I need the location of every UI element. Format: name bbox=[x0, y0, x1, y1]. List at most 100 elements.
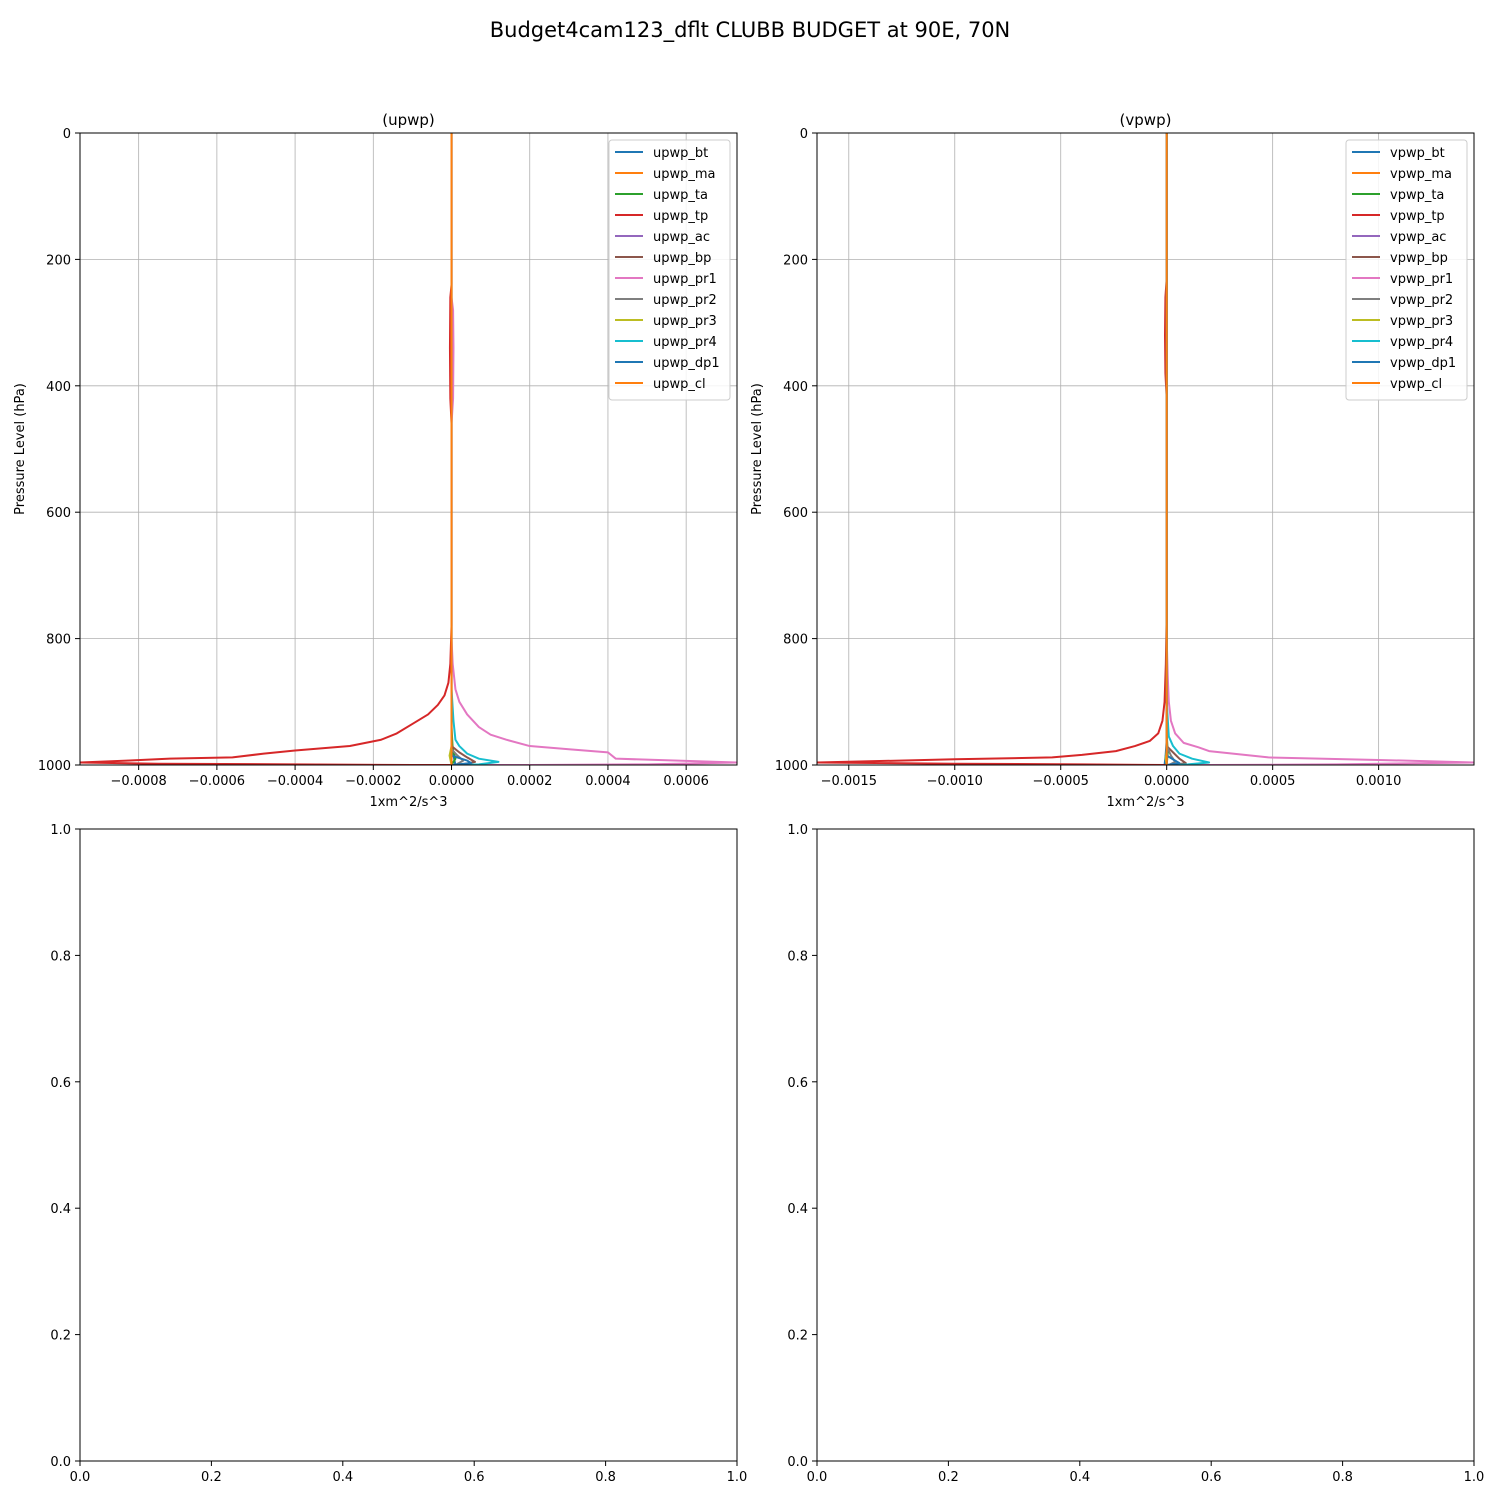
axes-frame bbox=[79, 828, 738, 1462]
legend-label: vpwp_ac bbox=[1390, 230, 1446, 245]
axes-frame bbox=[79, 132, 738, 766]
y-tick-label: 0.6 bbox=[50, 1076, 71, 1091]
x-tick-label: 0.0002 bbox=[507, 774, 553, 789]
y-tick-label: 0.4 bbox=[50, 1202, 71, 1217]
axes-frame bbox=[816, 132, 1475, 766]
x-tick-label: 0.4 bbox=[1069, 1470, 1090, 1485]
y-tick-label: 400 bbox=[46, 380, 71, 395]
y-tick-label: 0.4 bbox=[787, 1202, 808, 1217]
y-tick-label: 600 bbox=[783, 506, 808, 521]
legend-frame bbox=[1345, 139, 1468, 401]
y-tick-label: 0.2 bbox=[50, 1329, 71, 1344]
x-tick-label: 0.8 bbox=[1332, 1470, 1353, 1485]
x-tick-label: −0.0002 bbox=[345, 774, 401, 789]
x-tick-label: 0.0006 bbox=[663, 774, 709, 789]
x-tick-label: 0.4 bbox=[332, 1470, 353, 1485]
figure-suptitle: Budget4cam123_dflt CLUBB BUDGET at 90E, … bbox=[490, 18, 1011, 43]
x-tick-label: 0.6 bbox=[464, 1470, 485, 1485]
legend-label: vpwp_pr2 bbox=[1390, 293, 1453, 308]
series-line-vpwp_tp bbox=[817, 133, 1168, 765]
x-tick-label: 0.0005 bbox=[1250, 774, 1296, 789]
legend-label: upwp_pr3 bbox=[653, 314, 717, 329]
x-tick-label: −0.0010 bbox=[927, 774, 983, 789]
x-tick-label: 0.0010 bbox=[1356, 774, 1402, 789]
y-tick-label: 1000 bbox=[775, 759, 808, 774]
x-tick-label: 0.8 bbox=[595, 1470, 616, 1485]
y-tick-label: 0.0 bbox=[50, 1455, 71, 1470]
legend-label: vpwp_tp bbox=[1390, 209, 1445, 224]
legend-label: upwp_bt bbox=[653, 146, 708, 161]
axes-frame bbox=[816, 828, 1475, 1462]
x-axis-label: 1xm^2/s^3 bbox=[369, 795, 447, 810]
legend: vpwp_bt vpwp_ma vpwp_ta vpwp_tp vpwp_ac vpwp_… bbox=[1345, 139, 1468, 401]
panel-title: (vpwp) bbox=[1120, 111, 1172, 129]
y-tick-label: 0.8 bbox=[50, 949, 71, 964]
x-tick-label: −0.0006 bbox=[189, 774, 245, 789]
panel-1: −0.0015 −0.0010 −0.0005 0.0000 0.0005 0.0010 0… bbox=[750, 111, 1475, 810]
legend-label: vpwp_pr1 bbox=[1390, 272, 1453, 287]
x-axis-label: 1xm^2/s^3 bbox=[1106, 795, 1184, 810]
panels: −0.0008 −0.0006 −0.0004 −0.0002 0.0000 0.0002… bbox=[13, 111, 1484, 1485]
series-line-vpwp_pr1 bbox=[1165, 133, 1474, 765]
x-tick-label: 0.0000 bbox=[429, 774, 475, 789]
legend-label: vpwp_ta bbox=[1390, 188, 1444, 203]
series-group bbox=[817, 133, 1474, 765]
y-tick-label: 1.0 bbox=[50, 823, 71, 838]
x-tick-label: 1.0 bbox=[727, 1470, 748, 1485]
y-tick-label: 0.2 bbox=[787, 1329, 808, 1344]
legend-label: vpwp_bp bbox=[1390, 251, 1448, 266]
legend-label: upwp_bp bbox=[653, 251, 711, 266]
legend: upwp_bt upwp_ma upwp_ta upwp_tp upwp_ac upwp_… bbox=[608, 139, 731, 401]
y-tick-label: 0.6 bbox=[787, 1076, 808, 1091]
x-tick-label: 0.2 bbox=[938, 1470, 959, 1485]
panel-2: 0.0 0.2 0.4 0.6 0.8 1.0 0.0 0.2 0.4 0.6 0.8 1.0 bbox=[50, 823, 747, 1485]
y-tick-label: 200 bbox=[783, 253, 808, 268]
y-tick-label: 200 bbox=[46, 253, 71, 268]
x-tick-label: 0.0 bbox=[70, 1470, 91, 1485]
legend-label: vpwp_bt bbox=[1390, 146, 1445, 161]
x-tick-label: −0.0008 bbox=[110, 774, 166, 789]
legend-label: upwp_cl bbox=[653, 377, 706, 392]
legend-label: vpwp_pr3 bbox=[1390, 314, 1453, 329]
x-tick-label: 0.0000 bbox=[1144, 774, 1190, 789]
y-axis-label: Pressure Level (hPa) bbox=[750, 383, 765, 515]
legend-label: vpwp_dp1 bbox=[1390, 356, 1456, 371]
legend-label: upwp_ac bbox=[653, 230, 710, 245]
y-tick-label: 800 bbox=[46, 633, 71, 648]
legend-label: upwp_pr4 bbox=[653, 335, 717, 350]
legend-label: upwp_ma bbox=[653, 167, 716, 182]
y-tick-label: 600 bbox=[46, 506, 71, 521]
y-tick-label: 0 bbox=[800, 127, 808, 142]
series-line-upwp_pr1 bbox=[450, 133, 737, 765]
legend-label: upwp_pr2 bbox=[653, 293, 717, 308]
y-axis-label: Pressure Level (hPa) bbox=[13, 383, 28, 515]
y-tick-label: 0 bbox=[63, 127, 71, 142]
panel-title: (upwp) bbox=[382, 111, 435, 129]
legend-frame bbox=[608, 139, 731, 401]
y-tick-label: 1.0 bbox=[787, 823, 808, 838]
x-tick-label: 1.0 bbox=[1464, 1470, 1485, 1485]
legend-label: vpwp_ma bbox=[1390, 167, 1452, 182]
legend-label: upwp_tp bbox=[653, 209, 708, 224]
series-group bbox=[80, 133, 737, 765]
panel-0: −0.0008 −0.0006 −0.0004 −0.0002 0.0000 0.0002… bbox=[13, 111, 738, 810]
x-tick-label: 0.0 bbox=[807, 1470, 828, 1485]
y-tick-label: 0.8 bbox=[787, 949, 808, 964]
legend-label: vpwp_cl bbox=[1390, 377, 1442, 392]
legend-label: vpwp_pr4 bbox=[1390, 335, 1453, 350]
x-tick-label: 0.0004 bbox=[585, 774, 631, 789]
x-tick-label: 0.2 bbox=[201, 1470, 222, 1485]
x-tick-label: −0.0005 bbox=[1033, 774, 1089, 789]
x-tick-label: −0.0015 bbox=[821, 774, 877, 789]
y-tick-label: 400 bbox=[783, 380, 808, 395]
x-tick-label: −0.0004 bbox=[267, 774, 323, 789]
y-tick-label: 800 bbox=[783, 633, 808, 648]
y-tick-label: 0.0 bbox=[787, 1455, 808, 1470]
legend-label: upwp_ta bbox=[653, 188, 708, 203]
legend-label: upwp_dp1 bbox=[653, 356, 720, 371]
y-tick-label: 1000 bbox=[38, 759, 71, 774]
legend-label: upwp_pr1 bbox=[653, 272, 717, 287]
x-tick-label: 0.6 bbox=[1201, 1470, 1222, 1485]
